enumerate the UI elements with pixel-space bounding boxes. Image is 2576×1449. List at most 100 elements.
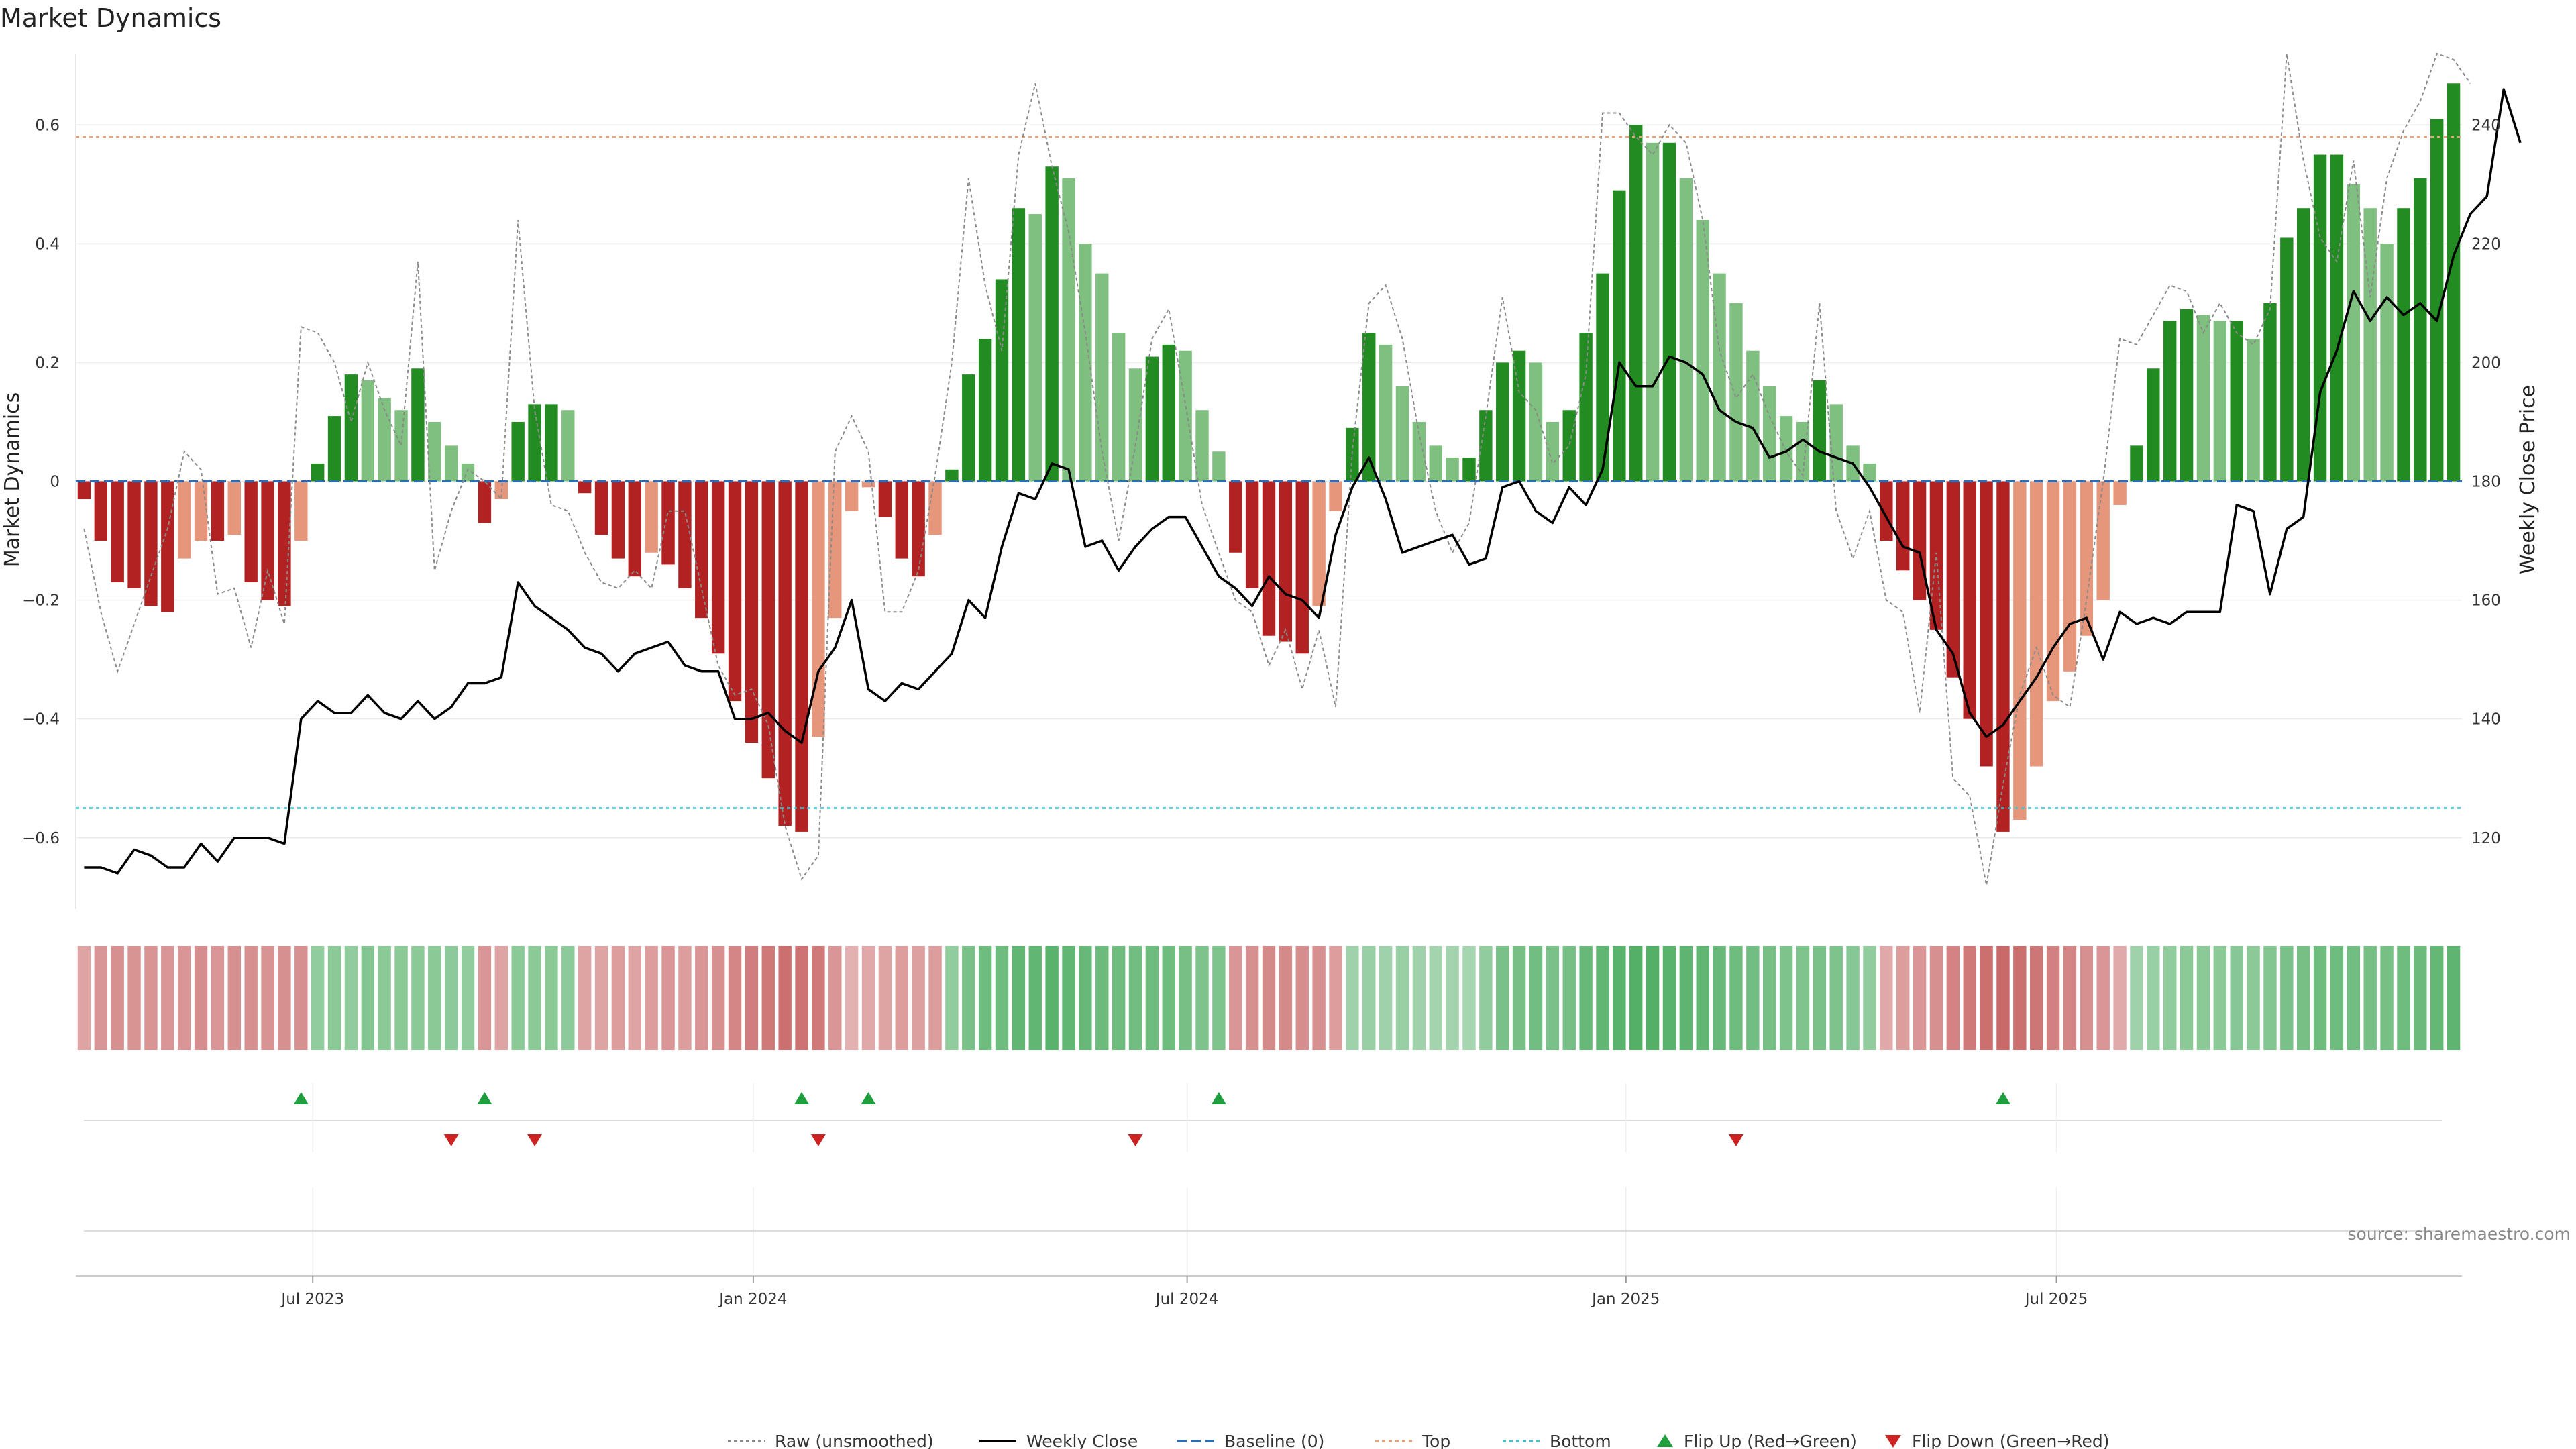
heat-cell [1813, 946, 1827, 1050]
bar [678, 481, 692, 588]
heat-cell [828, 946, 842, 1050]
heat-cell [528, 946, 541, 1050]
heat-cell [2263, 946, 2277, 1050]
lines-layer [76, 52, 2522, 885]
bar [2130, 445, 2143, 482]
heat-cell [1145, 946, 1159, 1050]
heat-cell [2363, 946, 2377, 1050]
bar [545, 404, 558, 482]
bar [1429, 445, 1442, 482]
x-tick-label: Jan 2025 [1591, 1291, 1660, 1308]
heat-cell [1913, 946, 1927, 1050]
heat-cell [1329, 946, 1342, 1050]
bar [194, 481, 208, 541]
bar [995, 279, 1009, 482]
flip-up-marker [794, 1092, 810, 1104]
bar [1896, 481, 1910, 571]
left-tick-label: 0.6 [35, 117, 60, 134]
heat-cell [344, 946, 358, 1050]
bar [895, 481, 908, 559]
bar [2280, 237, 2294, 482]
heat-cell [2030, 946, 2043, 1050]
heat-cell [144, 946, 158, 1050]
bar [1963, 481, 1976, 719]
heat-cell [1579, 946, 1593, 1050]
heat-cell [594, 946, 608, 1050]
bar [1629, 125, 1643, 482]
flip-up-marker [1211, 1092, 1226, 1104]
flip-down-marker [527, 1134, 543, 1146]
left-tick-label: −0.4 [22, 711, 60, 729]
bar [244, 481, 258, 583]
bar [1395, 386, 1409, 482]
heat-cell [2013, 946, 2027, 1050]
bar [1579, 333, 1593, 482]
bar [645, 481, 658, 553]
bar [1245, 481, 1259, 588]
bar [111, 481, 124, 583]
heat-cell [244, 946, 258, 1050]
bar [2213, 321, 2227, 482]
heat-cell [1062, 946, 1075, 1050]
source-note: source: sharemaestro.com [2348, 1224, 2571, 1244]
heat-cell [428, 946, 441, 1050]
bar [1980, 481, 1993, 767]
left-tick-label: 0 [50, 474, 60, 491]
bar [1079, 244, 1092, 482]
heat-cell [1946, 946, 1960, 1050]
heat-cell [1846, 946, 1860, 1050]
bar [1462, 458, 1476, 482]
heat-cell [227, 946, 241, 1050]
bar [594, 481, 608, 535]
heat-cell [795, 946, 808, 1050]
heat-cell [2046, 946, 2060, 1050]
bar [1112, 333, 1126, 482]
heat-cell [2430, 946, 2444, 1050]
legend-label: Top [1421, 1432, 1450, 1449]
heat-cell [1679, 946, 1693, 1050]
heat-cell [478, 946, 492, 1050]
bar [1346, 427, 1359, 482]
flip-up-marker [861, 1092, 876, 1104]
y-axis-title-right: Weekly Close Price [2516, 385, 2540, 574]
heat-cell [494, 946, 508, 1050]
raw-series-line [83, 52, 2471, 885]
heat-cell [1662, 946, 1676, 1050]
ticks-layer: −0.6 −0.4 −0.2 0 0.2 0.4 0.6 120 140 160 180 200 220… [22, 117, 2501, 847]
bar [1596, 273, 1609, 482]
heat-cell [1379, 946, 1393, 1050]
bar [945, 469, 959, 482]
bar [1262, 481, 1276, 636]
heat-cell [194, 946, 208, 1050]
y-axis-title-left: Market Dynamics [1, 392, 24, 568]
chart-title: Market Dynamics [0, 3, 221, 33]
heat-cell [1646, 946, 1660, 1050]
bar [2080, 481, 2094, 636]
heat-cell [2080, 946, 2094, 1050]
heat-cell [1829, 946, 1843, 1050]
bar [962, 374, 975, 482]
bar [561, 410, 575, 482]
bar [161, 481, 174, 612]
left-tick-label: −0.2 [22, 592, 60, 610]
heat-cell [2313, 946, 2327, 1050]
bar [611, 481, 625, 559]
bar [1295, 481, 1309, 654]
bar [728, 481, 742, 702]
bar [2113, 481, 2127, 505]
heat-cell [1162, 946, 1175, 1050]
heat-cell [545, 946, 558, 1050]
bar [528, 404, 541, 482]
lower-panel [84, 1187, 2442, 1275]
bar [1713, 273, 1726, 482]
heat-cell [1596, 946, 1609, 1050]
bar [1779, 416, 1793, 482]
bar [1279, 481, 1293, 642]
x-tick-label: Jul 2024 [1155, 1291, 1219, 1308]
flip-up-marker [293, 1092, 309, 1104]
heat-cell [511, 946, 525, 1050]
heat-cell [1429, 946, 1442, 1050]
heat-cell [1095, 946, 1109, 1050]
bar [1362, 333, 1376, 482]
